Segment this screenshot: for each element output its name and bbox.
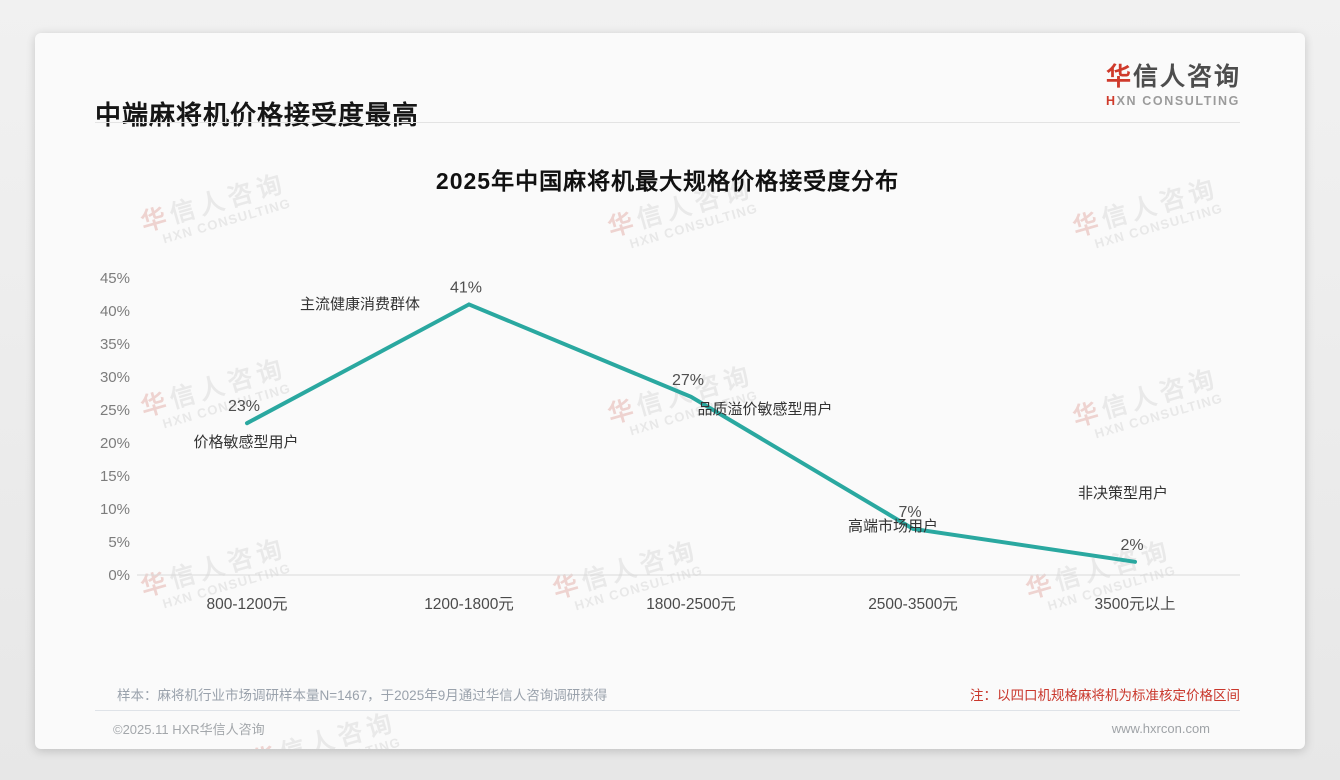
y-tick-label: 20% xyxy=(100,435,130,452)
logo-accent-char: 华 xyxy=(1105,63,1133,91)
data-value-label: 41% xyxy=(450,279,482,296)
footer-divider xyxy=(95,710,1240,711)
data-value-label: 27% xyxy=(672,372,704,389)
segment-annotation: 价格敏感型用户 xyxy=(193,434,298,451)
chart-title: 2025年中国麻将机最大规格价格接受度分布 xyxy=(435,168,900,194)
footer-website: www.hxrcon.com xyxy=(1111,721,1210,736)
segment-annotation: 非决策型用户 xyxy=(1078,485,1168,502)
y-tick-label: 25% xyxy=(100,402,130,419)
company-logo: 华信人咨询 HXN CONSULTING xyxy=(1106,57,1241,108)
logo-chinese-name: 华信人咨询 xyxy=(1106,57,1241,93)
pricing-note: 注：以四口机规格麻将机为标准核定价格区间 xyxy=(970,688,1240,703)
slide-card: 华信人咨询 HXN CONSULTING 华信人咨询 HXN CONSULTING 华信… xyxy=(35,33,1305,749)
segment-annotation: 主流健康消费群体 xyxy=(300,296,420,313)
y-tick-label: 40% xyxy=(100,303,130,320)
y-tick-label: 0% xyxy=(108,567,130,584)
x-category-label: 800-1200元 xyxy=(206,596,287,613)
logo-rest-chars: 信人咨询 xyxy=(1132,63,1241,91)
logo-english-name: HXN CONSULTING xyxy=(1106,94,1241,108)
data-value-label: 2% xyxy=(1120,537,1143,554)
logo-en-accent-char: H xyxy=(1105,94,1117,108)
data-value-label: 7% xyxy=(898,504,921,521)
x-category-label: 3500元以上 xyxy=(1095,595,1176,613)
y-tick-label: 30% xyxy=(100,369,130,386)
y-tick-label: 5% xyxy=(108,534,130,551)
y-tick-label: 15% xyxy=(100,468,130,485)
logo-en-rest-chars: XN CONSULTING xyxy=(1116,94,1240,108)
data-value-label: 23% xyxy=(228,398,260,415)
line-chart: 45% 40% 35% 30% 25% 20% 15% 10% 5% 0% 23% 41% 27% 7% 2… xyxy=(100,270,1240,613)
header-divider xyxy=(95,122,1240,123)
y-tick-label: 45% xyxy=(100,270,130,287)
segment-annotation: 高端市场用户 xyxy=(848,518,938,535)
y-tick-label: 10% xyxy=(100,501,130,518)
sample-note: 样本：麻将机行业市场调研样本量N=1467，于2025年9月通过华信人咨询调研获… xyxy=(117,688,608,703)
segment-annotation: 品质溢价敏感型用户 xyxy=(697,401,832,418)
x-category-label: 1200-1800元 xyxy=(424,596,514,613)
footer-copyright: ©2025.11 HXR华信人咨询 xyxy=(113,722,265,737)
y-tick-label: 35% xyxy=(100,336,130,353)
x-category-label: 2500-3500元 xyxy=(868,596,958,613)
acceptance-line xyxy=(245,302,1137,564)
page-title: 中端麻将机价格接受度最高 xyxy=(95,100,420,131)
x-category-label: 1800-2500元 xyxy=(646,596,736,613)
